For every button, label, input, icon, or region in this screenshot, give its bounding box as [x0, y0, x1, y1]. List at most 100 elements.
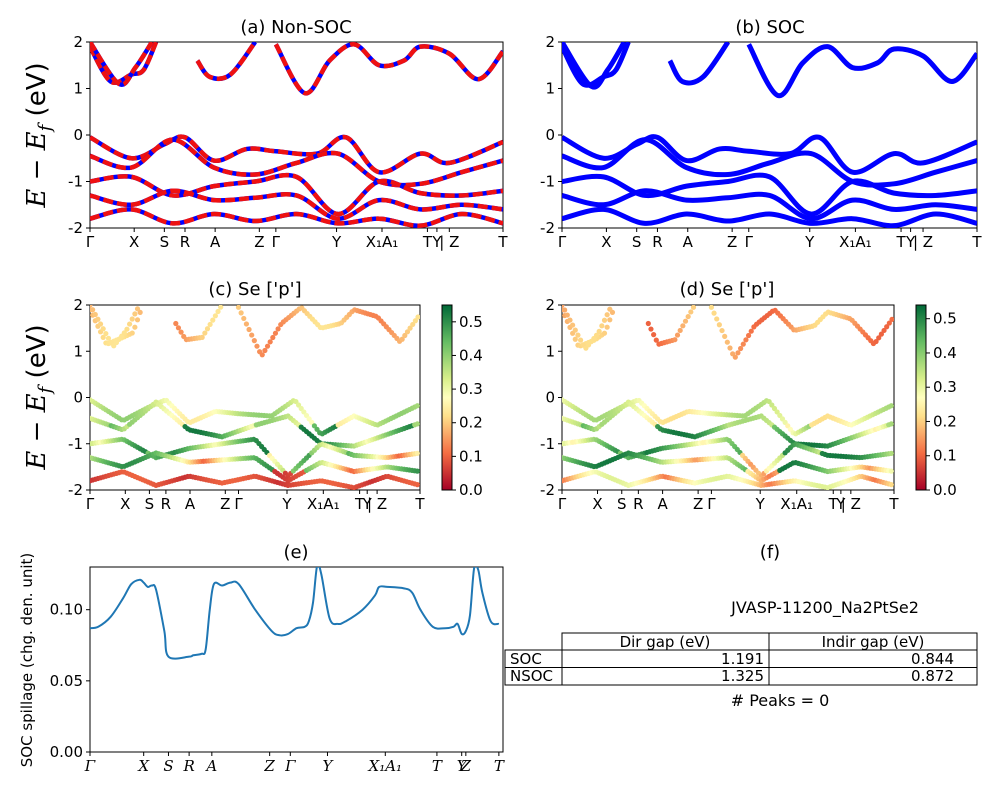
xtick-e-3: R — [182, 757, 194, 775]
ytick-c-4: 2 — [73, 296, 83, 314]
ytick-e-2: 0.10 — [50, 601, 83, 619]
point-d — [601, 330, 608, 336]
xtick-c-0: Γ — [86, 495, 95, 513]
point-d — [672, 337, 678, 343]
ylabel-e: SOC spillage (chg. den. unit) — [18, 553, 36, 768]
point-d — [714, 316, 720, 322]
xtick-c-11: | Z — [367, 495, 387, 513]
xtick-c-6: Γ — [234, 495, 243, 513]
cbar-tick-c-3: 0.3 — [459, 380, 483, 398]
ytick-b-2: 0 — [545, 126, 555, 144]
xtick-a-9: T — [422, 233, 433, 251]
xtick-e-6: Γ — [284, 757, 296, 775]
table-row-soc-indir: 0.844 — [911, 650, 954, 668]
point-c — [132, 311, 138, 317]
xtick-c-10: Y — [362, 495, 373, 513]
point-c — [402, 332, 408, 339]
colorbar-c: 0.0 0.1 0.2 0.3 0.4 0.5 — [441, 304, 483, 499]
scatter-d — [562, 305, 894, 490]
table-col-indir: Indir gap (eV) — [822, 633, 925, 651]
point-c — [129, 330, 135, 336]
xtick-a-0: Γ — [86, 233, 95, 251]
xtick-e-0: Γ — [84, 757, 96, 775]
xtick-a-8: X₁A₁ — [366, 233, 399, 251]
point-d — [748, 328, 754, 334]
band-b-2 — [667, 42, 731, 86]
point-d — [743, 337, 749, 343]
ytick-a-2: 0 — [73, 126, 83, 144]
xtick-d-1: X — [592, 495, 602, 513]
cbar-tick-c-4: 0.4 — [459, 346, 483, 364]
point-c — [238, 310, 244, 316]
point-c — [100, 326, 106, 332]
point-c — [202, 330, 208, 336]
cbar-tick-d-3: 0.3 — [933, 378, 957, 396]
title-a: (a) Non-SOC — [240, 17, 351, 38]
band-b-6 — [562, 172, 977, 217]
cbar-tick-c-0: 0.0 — [459, 481, 483, 499]
xtick-d-2: S — [617, 495, 627, 513]
point-d — [572, 327, 578, 333]
point-c — [129, 316, 135, 322]
xtick-a-12: T — [497, 233, 508, 251]
point-c — [90, 305, 93, 308]
xtick-c-12: T — [414, 495, 425, 513]
point-c — [264, 343, 271, 349]
point-d — [596, 328, 602, 334]
point-c — [121, 330, 127, 336]
point-d — [716, 322, 722, 328]
point-c — [272, 330, 279, 336]
spillage-line — [90, 567, 500, 660]
ytick-d-2: 0 — [545, 389, 555, 407]
xtick-c-9: T — [354, 495, 365, 513]
xtick-b-2: S — [632, 233, 642, 251]
point-c — [212, 313, 218, 319]
xtick-b-12: T — [971, 233, 982, 251]
table-subtitle: JVASP-11200_Na2PtSe2 — [730, 598, 919, 618]
point-c — [270, 334, 276, 341]
point-d — [680, 323, 686, 329]
point-c — [204, 326, 211, 332]
point-c — [95, 316, 101, 322]
point-d — [567, 317, 573, 323]
xtick-e-12: T — [494, 757, 505, 775]
band-b-8 — [562, 206, 977, 228]
xtick-c-3: R — [161, 495, 171, 513]
cbar-tick-d-0: 0.0 — [933, 481, 957, 499]
title-d: (d) Se ['p'] — [680, 279, 775, 300]
xtick-a-7: Y — [331, 233, 342, 251]
point-d — [719, 327, 725, 334]
point-d — [888, 421, 894, 427]
point-c — [207, 321, 213, 328]
point-d — [562, 305, 565, 308]
point-d — [562, 307, 568, 313]
scatter-c — [90, 305, 420, 490]
point-c — [132, 324, 138, 330]
band-a-red-2 — [195, 42, 258, 82]
title-c: (c) Se ['p'] — [208, 279, 301, 300]
point-d — [740, 341, 746, 347]
band-a-red-5 — [90, 137, 503, 188]
xtick-d-6: Γ — [707, 495, 716, 513]
point-d — [645, 320, 651, 327]
point-c — [173, 320, 179, 327]
ytick-e-1: 0.05 — [50, 672, 83, 690]
point-d — [878, 331, 884, 337]
cbar-tick-c-2: 0.2 — [459, 414, 483, 432]
band-b-5 — [562, 137, 977, 188]
xtick-b-1: X — [601, 233, 611, 251]
ytick-e-0: 0.00 — [50, 743, 83, 761]
bands-a — [90, 42, 503, 228]
xtick-d-4: A — [657, 495, 668, 513]
xtick-d-0: Γ — [558, 495, 567, 513]
band-a-red-1 — [90, 42, 154, 87]
band-a-red-6 — [90, 172, 503, 217]
ylabel-a: E − Ef (eV) — [22, 62, 56, 208]
point-c — [175, 325, 182, 331]
cbar-tick-d-1: 0.1 — [933, 447, 957, 465]
xtick-a-5: Z — [254, 233, 264, 251]
point-c — [259, 352, 265, 358]
xtick-d-3: R — [633, 495, 643, 513]
